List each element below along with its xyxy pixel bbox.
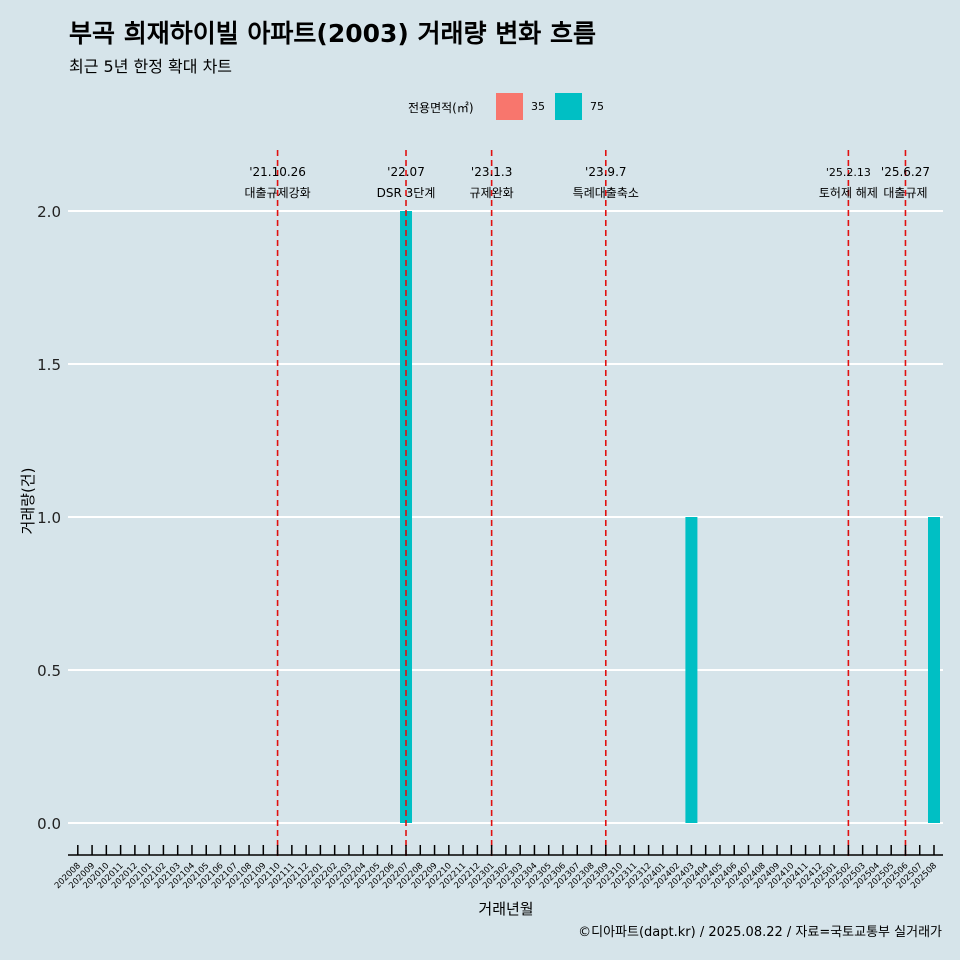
legend-swatch-75 bbox=[555, 93, 582, 120]
event-label: 특례대출축소 bbox=[573, 186, 639, 200]
event-date-label: '23.9.7 bbox=[585, 165, 626, 179]
y-tick-label: 0.5 bbox=[37, 662, 61, 680]
bar-75-202403 bbox=[685, 517, 698, 823]
legend-label-75: 75 bbox=[590, 100, 604, 113]
event-label: 대출규제 bbox=[883, 186, 927, 200]
legend: 전용면적(㎡) 35 75 bbox=[0, 93, 960, 121]
y-tick-label: 1.0 bbox=[37, 509, 61, 527]
event-label: 토허제 해제 bbox=[819, 186, 878, 200]
event-label: 대출규제강화 bbox=[244, 186, 310, 200]
x-axis-title: 거래년월 bbox=[478, 900, 533, 918]
y-tick-label: 0.0 bbox=[37, 815, 61, 833]
legend-title: 전용면적(㎡) bbox=[408, 101, 474, 115]
event-label: DSR 3단계 bbox=[377, 186, 436, 200]
bar-75-202207 bbox=[400, 211, 413, 823]
y-tick-label: 2.0 bbox=[37, 203, 61, 221]
y-tick-label: 1.5 bbox=[37, 356, 61, 374]
legend-swatch-35 bbox=[496, 93, 523, 120]
event-date-label: '21.10.26 bbox=[249, 165, 306, 179]
bar-75-202508 bbox=[928, 517, 940, 823]
chart-title: 부곡 희재하이빌 아파트(2003) 거래량 변화 흐름 bbox=[69, 19, 596, 48]
y-axis-title: 거래량(건) bbox=[19, 468, 37, 535]
chart-subtitle: 최근 5년 한정 확대 차트 bbox=[69, 57, 233, 76]
event-date-label: '23.1.3 bbox=[471, 165, 512, 179]
legend-label-35: 35 bbox=[531, 100, 545, 113]
source-credit: ©디아파트(dapt.kr) / 2025.08.22 / 자료=국토교통부 실… bbox=[578, 925, 942, 940]
event-date-label: '22.07 bbox=[387, 165, 425, 179]
event-label: 규제완화 bbox=[470, 186, 514, 200]
event-date-label: '25.6.27 bbox=[881, 165, 930, 179]
event-date-label: '25.2.13 bbox=[826, 166, 871, 179]
